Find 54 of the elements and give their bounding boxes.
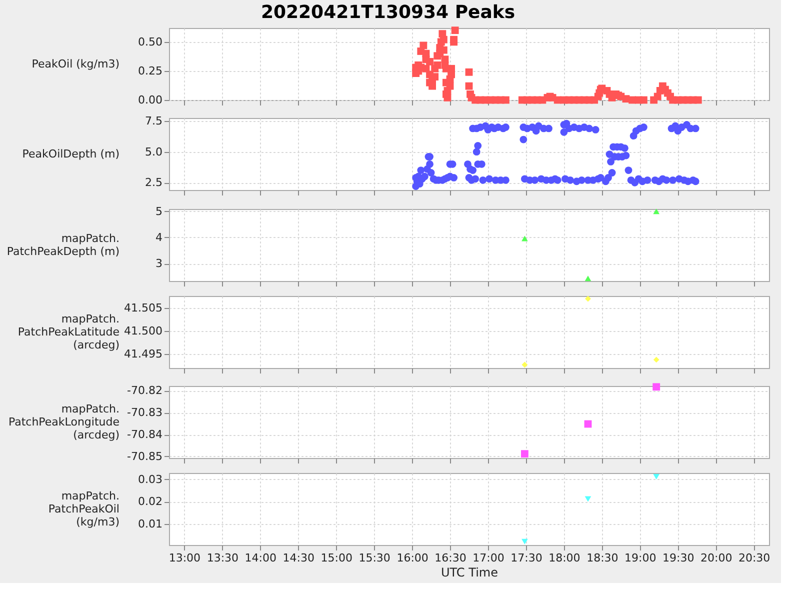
y-tick-label: 41.495 — [124, 348, 162, 361]
y-axis-title: mapPatch.PatchPeakLatitude (arcdeg) — [18, 312, 120, 352]
point — [585, 296, 591, 302]
y-tick-label: 0.01 — [138, 517, 162, 530]
point — [584, 496, 592, 502]
y-tick-label: 2.5 — [145, 176, 162, 190]
y-axis-title: PeakOil (kg/m3) — [32, 58, 120, 70]
y-axis-title: mapPatch.PatchPeakOil (kg/m3) — [48, 490, 120, 528]
y-tick-label: -70.82 — [127, 384, 162, 398]
x-tick-label: 16:00 — [396, 552, 428, 564]
y-tick-label: 41.500 — [124, 324, 162, 338]
x-tick-label: 20:00 — [700, 552, 732, 564]
x-tick-label: 20:30 — [738, 552, 770, 564]
point — [522, 236, 528, 242]
y-tick-label: 5 — [156, 204, 162, 218]
x-tick-label: 19:00 — [624, 552, 656, 564]
point — [652, 383, 660, 391]
y-axis-title: mapPatch.PatchPeakDepth (m) — [6, 232, 120, 258]
point — [653, 356, 660, 363]
y-tick-label: 5.0 — [145, 145, 162, 158]
x-tick-label: 19:30 — [662, 552, 694, 564]
point — [522, 362, 528, 368]
y-tick-label: 0.02 — [138, 495, 162, 508]
y-tick-label: -70.83 — [127, 406, 162, 420]
point — [522, 538, 528, 544]
x-tick-label: 13:30 — [206, 552, 239, 564]
x-tick-label: 13:00 — [168, 552, 201, 564]
y-tick-label: 0.00 — [138, 94, 162, 106]
x-tick-label: 17:00 — [472, 552, 504, 564]
x-axis-title: UTC Time — [441, 566, 498, 580]
x-tick-label: 15:30 — [358, 552, 390, 564]
y-tick-label: 4 — [156, 230, 162, 244]
x-tick-label: 14:30 — [282, 552, 314, 564]
point — [584, 276, 592, 282]
y-tick-label: 0.25 — [138, 64, 162, 78]
x-tick-label: 18:30 — [586, 552, 618, 564]
x-tick-label: 16:30 — [434, 552, 466, 564]
chart-title: 20220421T130934 Peaks — [260, 2, 516, 24]
y-axis-title: mapPatch.PatchPeakLongitude (arcdeg) — [8, 402, 120, 442]
y-tick-label: 0.50 — [138, 35, 162, 48]
y-tick-label: 0.03 — [138, 472, 162, 486]
point — [653, 474, 660, 480]
y-tick-label: -70.85 — [127, 450, 162, 463]
y-axis-title: PeakOilDepth (m) — [22, 148, 120, 160]
y-tick-label: 7.5 — [145, 114, 162, 128]
x-tick-label: 18:00 — [548, 552, 580, 564]
y-tick-label: 3 — [156, 257, 162, 270]
x-tick-label: 15:00 — [320, 552, 352, 564]
y-tick-label: 41.505 — [124, 302, 162, 314]
x-tick-label: 14:00 — [244, 552, 276, 564]
point — [520, 450, 528, 458]
y-tick-label: -70.84 — [127, 428, 162, 442]
x-tick-label: 17:30 — [510, 552, 542, 564]
point — [653, 208, 660, 214]
